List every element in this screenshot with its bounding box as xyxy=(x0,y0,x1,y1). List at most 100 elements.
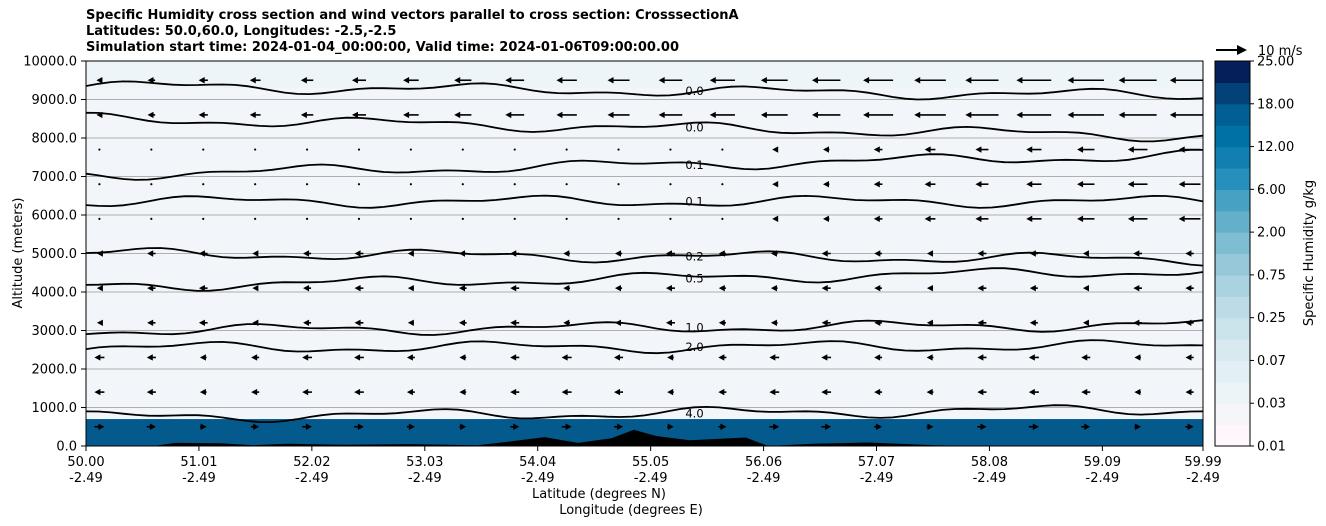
contour-label: 1.0 xyxy=(685,321,703,335)
contour-line-0.2 xyxy=(86,247,1203,267)
x-tick-label-lat: 57.07 xyxy=(858,455,895,470)
x-tick-label-lon: -2.49 xyxy=(747,471,781,486)
wind-key: 10 m/s xyxy=(1216,44,1303,59)
wind-vector-head xyxy=(458,319,465,326)
wind-vector-head xyxy=(1082,284,1089,292)
wind-vector xyxy=(409,183,412,186)
wind-vector-head xyxy=(94,354,101,361)
wind-vector-head xyxy=(1029,284,1036,292)
wind-vector-head xyxy=(302,388,309,396)
wind-vector xyxy=(254,183,257,186)
wind-vector-head xyxy=(1178,215,1185,223)
colorbar-segment xyxy=(1215,296,1250,319)
wind-vector xyxy=(721,183,724,186)
humidity-band-top xyxy=(86,61,1203,88)
wind-vector-head xyxy=(965,111,972,119)
wind-vector xyxy=(409,148,412,151)
y-tick-label: 9000.0 xyxy=(32,93,78,108)
wind-vector-head xyxy=(1169,111,1176,119)
wind-vector xyxy=(305,148,309,151)
wind-vector-head xyxy=(147,77,154,84)
wind-vector-head xyxy=(252,284,259,292)
wind-vector-head xyxy=(1081,388,1088,396)
x-tick-label-lon: -2.49 xyxy=(408,471,442,486)
wind-key-label: 10 m/s xyxy=(1258,44,1303,59)
x-tick-label-lon: -2.49 xyxy=(860,471,894,486)
wind-vector-head xyxy=(1028,354,1035,361)
contour-label: 0.1 xyxy=(685,195,703,209)
wind-vector xyxy=(357,217,361,220)
wind-vector-head xyxy=(1081,354,1088,361)
wind-vector xyxy=(617,217,620,220)
colorbar-tick-label: 0.07 xyxy=(1257,354,1286,369)
wind-vector-head xyxy=(665,250,672,257)
wind-vector-head xyxy=(977,250,984,257)
wind-vector-head xyxy=(252,319,259,326)
wind-vector-head xyxy=(1082,250,1089,257)
colorbar-segment xyxy=(1215,274,1250,297)
chart-title-line-1: Specific Humidity cross section and wind… xyxy=(86,8,739,23)
wind-vector-head xyxy=(709,77,716,84)
wind-vector-head xyxy=(94,388,101,396)
wind-vector-head xyxy=(980,423,987,430)
wind-vector-head xyxy=(874,354,881,361)
wind-vector-head xyxy=(607,111,614,119)
wind-vector xyxy=(617,183,620,186)
wind-vector xyxy=(305,217,309,220)
wind-vector-head xyxy=(769,354,776,361)
wind-vector-head xyxy=(975,146,982,153)
wind-vector-head xyxy=(977,319,984,326)
wind-vector-head xyxy=(658,111,665,119)
wind-vector xyxy=(461,217,464,220)
wind-vector-head xyxy=(1016,77,1023,84)
wind-vector-head xyxy=(821,388,828,396)
y-tick-label: 1000.0 xyxy=(32,401,78,416)
wind-vector-head xyxy=(772,181,779,188)
wind-vector-head xyxy=(1016,111,1023,119)
wind-vector-head xyxy=(1134,423,1141,430)
wind-vector xyxy=(461,183,464,186)
wind-vector-head xyxy=(300,77,307,84)
wind-vector-head xyxy=(821,354,828,361)
wind-vector-head xyxy=(198,284,205,292)
contour-line-1.0 xyxy=(86,319,1203,336)
wind-vector-head xyxy=(510,284,517,292)
wind-vector-head xyxy=(773,423,780,430)
wind-vector-head xyxy=(1032,423,1039,430)
wind-vector-head xyxy=(354,319,361,326)
wind-vector-head xyxy=(914,77,921,84)
colorbar-segment xyxy=(1215,82,1250,105)
wind-vector-head xyxy=(863,111,870,119)
colorbar-segment xyxy=(1215,253,1250,276)
wind-vector-head xyxy=(770,284,777,292)
wind-vector-head xyxy=(406,388,413,396)
wind-vector xyxy=(150,148,153,151)
wind-vector-head xyxy=(770,250,777,257)
wind-vector-head xyxy=(198,319,205,326)
x-tick-label-lat: 56.06 xyxy=(745,455,782,470)
wind-vector-head xyxy=(96,319,103,326)
wind-vector-head xyxy=(563,250,570,257)
wind-vector-head xyxy=(351,77,358,84)
y-tick-label: 2000.0 xyxy=(32,363,78,378)
wind-vector-head xyxy=(607,77,614,84)
wind-vector-head xyxy=(563,284,570,292)
wind-vector-head xyxy=(1082,319,1089,326)
wind-vector-head xyxy=(198,250,205,257)
wind-vector-head xyxy=(1133,319,1140,326)
wind-vector xyxy=(150,183,153,186)
wind-vector-head xyxy=(822,215,829,223)
wind-vector-head xyxy=(667,388,674,396)
wind-vector-head xyxy=(873,215,880,223)
colorbar-segment xyxy=(1215,339,1250,362)
colorbar-segment xyxy=(1215,403,1250,426)
wind-vector-head xyxy=(1118,111,1125,119)
wind-vector-head xyxy=(1185,354,1192,361)
wind-vector-head xyxy=(563,319,570,326)
x-tick-label-lon: -2.49 xyxy=(1086,471,1120,486)
wind-vector-head xyxy=(147,319,154,326)
contour-lines: 0.0 0.0 0.1 0.1 0.2 0.5 1.0 2.0 4.0 xyxy=(86,80,1203,423)
wind-vector-head xyxy=(510,354,517,361)
wind-vector-head xyxy=(146,354,153,361)
